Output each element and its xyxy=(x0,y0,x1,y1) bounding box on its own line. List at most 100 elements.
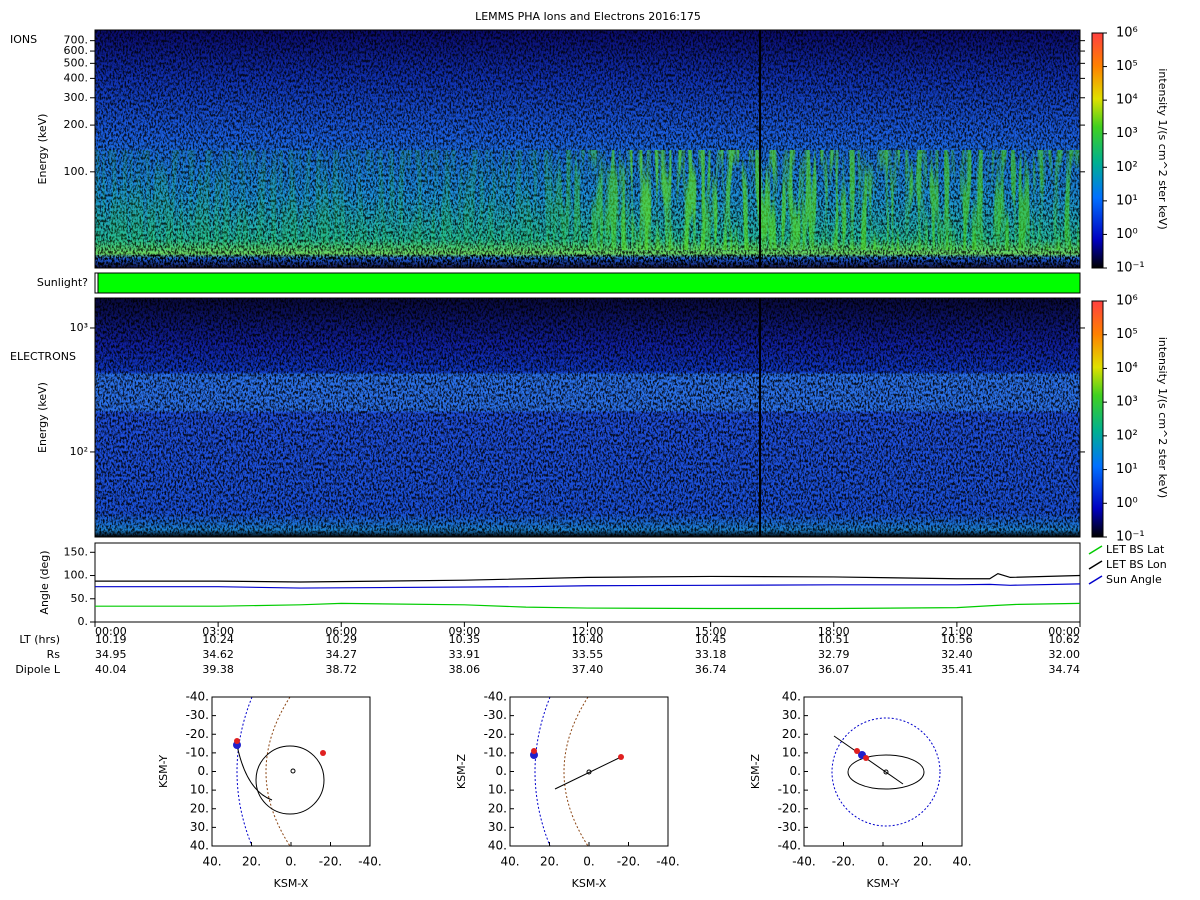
colorbar-tick-label: 10⁰ xyxy=(1116,496,1138,511)
y-tick-label: 300. xyxy=(64,91,89,104)
x-tick-label: 15:00 xyxy=(695,625,727,638)
orbit-frame xyxy=(803,696,963,847)
figure-title: LEMMS PHA Ions and Electrons 2016:175 xyxy=(475,10,701,23)
y-tick-label: -30. xyxy=(778,820,801,834)
data-gap xyxy=(759,298,761,537)
legend-label: Sun Angle xyxy=(1106,573,1162,586)
x-tick-label: -20. xyxy=(617,855,640,869)
x-tick-label: 06:00 xyxy=(325,625,357,638)
ephemeris-value: 10.35 xyxy=(449,633,481,646)
colorbar-tick-label: 10⁴ xyxy=(1116,93,1138,108)
ephemeris-value: 10.24 xyxy=(202,633,234,646)
y-tick-label: -30. xyxy=(186,708,209,722)
x-tick-label: 40. xyxy=(952,855,971,869)
y-tick-label: -40. xyxy=(778,839,801,853)
orbit-yz xyxy=(831,717,941,827)
legend-label: LET BS Lon xyxy=(1106,558,1167,571)
y-tick-label: 10. xyxy=(190,783,209,797)
x-tick-label: 00:00 xyxy=(95,625,127,638)
y-tick-label: -30. xyxy=(484,708,507,722)
x-tick-label: 40. xyxy=(202,855,221,869)
colorbar-tick-label: 10⁵ xyxy=(1116,59,1138,74)
ephemeris-value: 38.72 xyxy=(326,663,358,676)
colorbar-tick-label: 10⁵ xyxy=(1116,327,1138,342)
angle-frame xyxy=(94,542,1081,623)
y-tick-label: 400. xyxy=(64,71,89,84)
colorbar-tick-label: 10² xyxy=(1116,160,1138,175)
y-tick-label: -10. xyxy=(186,745,209,759)
y-tick-label: 30. xyxy=(190,820,209,834)
y-tick-label: 10. xyxy=(488,783,507,797)
y-tick-label: 600. xyxy=(64,44,89,57)
sunlight-gap xyxy=(94,272,99,294)
ion-floor xyxy=(95,255,1080,268)
ephemeris-value: 10.29 xyxy=(326,633,358,646)
x-tick-label: 12:00 xyxy=(572,625,604,638)
colorbar-tick-label: 10⁻¹ xyxy=(1116,530,1145,545)
x-axis-label: KSM-X xyxy=(274,877,309,890)
y-tick-label: 500. xyxy=(64,56,89,69)
colorbar xyxy=(1091,300,1104,538)
ephemeris-value: 36.07 xyxy=(818,663,850,676)
x-tick-label: 0. xyxy=(583,855,594,869)
x-tick-label: 00:00 xyxy=(1048,625,1080,638)
y-tick-label: 100. xyxy=(64,569,89,582)
y-tick-label: 150. xyxy=(64,545,89,558)
colorbar xyxy=(1091,32,1104,269)
x-tick-label: 0. xyxy=(877,855,888,869)
orbit-frame xyxy=(509,696,669,847)
orbit-xy xyxy=(233,697,326,846)
orbit-xz xyxy=(530,697,624,846)
y-tick-label: 100. xyxy=(64,165,89,178)
electron-frame xyxy=(94,297,1081,538)
ephemeris-value: 10.62 xyxy=(1049,633,1081,646)
ephemeris-value: 38.06 xyxy=(449,663,481,676)
y-tick-label: -20. xyxy=(484,727,507,741)
x-tick-label: 20. xyxy=(913,855,932,869)
colorbar-tick-label: 10⁶ xyxy=(1116,294,1138,309)
y-tick-label: -10. xyxy=(484,745,507,759)
colorbar-tick-label: 10² xyxy=(1116,428,1138,443)
y-tick-label: -40. xyxy=(484,690,507,704)
y-tick-label: -40. xyxy=(186,690,209,704)
y-axis-label: Angle (deg) xyxy=(38,550,51,614)
legend-swatch xyxy=(1088,560,1103,570)
y-tick-label: 30. xyxy=(782,708,801,722)
y-tick-label: 40. xyxy=(190,839,209,853)
colorbar-tick-label: 10⁶ xyxy=(1116,26,1138,41)
ephemeris-value: 10.56 xyxy=(941,633,973,646)
ephemeris-label: Rs xyxy=(47,648,61,661)
y-tick-label: 10² xyxy=(70,445,88,458)
y-tick-label: -20. xyxy=(186,727,209,741)
panel-label: ELECTRONS xyxy=(10,350,76,363)
ion-streaks xyxy=(95,150,1080,250)
ephemeris-value: 34.62 xyxy=(202,648,234,661)
y-tick-label: 0. xyxy=(78,615,89,628)
ephemeris-value: 39.38 xyxy=(202,663,234,676)
y-tick-label: 20. xyxy=(488,801,507,815)
ephemeris-value: 10.19 xyxy=(95,633,127,646)
y-tick-label: 20. xyxy=(782,727,801,741)
ion-frame xyxy=(94,29,1081,269)
y-axis-label: KSM-Y xyxy=(157,755,170,788)
legend-swatch xyxy=(1088,575,1103,585)
y-tick-label: -10. xyxy=(778,783,801,797)
y-tick-label: 30. xyxy=(488,820,507,834)
angle-line xyxy=(95,583,1081,589)
x-tick-label: -40. xyxy=(358,855,381,869)
ephemeris-value: 33.91 xyxy=(449,648,481,661)
x-tick-label: -20. xyxy=(319,855,342,869)
angle-line xyxy=(95,573,1081,583)
ephemeris-value: 32.40 xyxy=(941,648,973,661)
y-axis-label: KSM-Z xyxy=(455,753,468,789)
colorbar-label: intensity 1/(s cm^2 ster keV) xyxy=(1156,337,1169,498)
x-tick-label: 0. xyxy=(285,855,296,869)
ephemeris-value: 34.27 xyxy=(326,648,358,661)
x-axis-label: KSM-X xyxy=(572,877,607,890)
x-tick-label: 20. xyxy=(540,855,559,869)
colorbar-tick-label: 10¹ xyxy=(1116,193,1138,208)
y-tick-label: 20. xyxy=(190,801,209,815)
ephemeris-value: 10.40 xyxy=(572,633,604,646)
y-tick-label: 0. xyxy=(198,764,209,778)
x-tick-label: 18:00 xyxy=(818,625,850,638)
